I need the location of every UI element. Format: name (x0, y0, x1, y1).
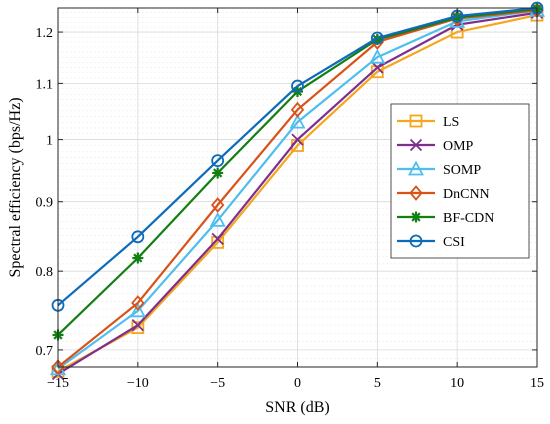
y-tick-label: 1 (46, 134, 53, 149)
legend-label: LS (443, 115, 459, 130)
legend-swatch-marker (407, 160, 425, 176)
data-point-somp (129, 302, 146, 318)
legend-label: SOMP (443, 163, 481, 178)
y-tick-label: 1.1 (36, 77, 54, 92)
data-point-bf-cdn (212, 167, 224, 179)
legend-label: OMP (443, 139, 474, 154)
x-tick-label: 5 (374, 376, 381, 391)
legend-item-dncnn: DnCNN (397, 185, 490, 202)
data-point-csi (211, 154, 225, 167)
y-tick-label: 0.8 (36, 265, 54, 280)
legend-box (390, 103, 530, 259)
legend-label: DnCNN (443, 187, 490, 202)
x-tick-label: 0 (294, 376, 301, 391)
data-point-dncnn (290, 101, 305, 118)
data-point-ls (211, 235, 225, 249)
data-point-somp (289, 113, 306, 129)
series-line-ls (57, 14, 538, 373)
series-line-csi (57, 6, 538, 307)
x-tick-label: −5 (210, 376, 225, 391)
y-tick-label: 1.2 (36, 26, 54, 41)
data-point-bf-cdn (132, 252, 144, 264)
data-point-csi (131, 230, 145, 244)
data-point-somp (209, 211, 226, 227)
data-point-csi (370, 31, 384, 45)
data-point-omp (291, 133, 304, 146)
data-point-dncnn (51, 359, 65, 375)
legend-swatch-marker (409, 234, 423, 248)
y-axis-label: Spectral efficiency (bps/Hz) (7, 97, 24, 277)
x-axis-label: SNR (dB) (265, 399, 329, 416)
data-point-csi (291, 79, 304, 93)
data-point-somp (369, 48, 386, 64)
legend-swatch-marker (409, 114, 423, 128)
legend-label: CSI (443, 235, 465, 250)
legend-item-ls: LS (397, 114, 459, 130)
data-point-bf-cdn (371, 33, 383, 45)
y-tick-label: 0.7 (36, 344, 54, 359)
data-point-omp (211, 232, 224, 246)
legend-swatch-marker (410, 211, 422, 223)
data-point-dncnn (131, 295, 145, 311)
axis-ticks: −15 −10 −5 0 5 10 15 0.7 0.8 0.9 1 1.1 1.2 (36, 8, 544, 391)
data-point-dncnn (210, 197, 225, 213)
legend-item-csi: CSI (397, 234, 465, 250)
legend-label: BF-CDN (443, 211, 494, 226)
legend-swatch-marker (409, 138, 423, 152)
series-layer (49, 1, 546, 381)
data-point-omp (131, 319, 144, 332)
legend-swatch-marker (409, 185, 423, 201)
data-point-omp (371, 61, 384, 74)
x-tick-label: 15 (530, 376, 544, 391)
legend: LS OMP SOMP DnCNN BF-CDN CSI (390, 103, 530, 259)
legend-item-bf-cdn: BF-CDN (397, 211, 494, 226)
data-point-bf-cdn (451, 12, 463, 24)
x-tick-label: −15 (47, 376, 69, 391)
x-tick-label: −10 (127, 376, 149, 391)
legend-item-somp: SOMP (397, 160, 481, 178)
x-tick-label: 10 (450, 376, 464, 391)
legend-item-omp: OMP (397, 138, 474, 154)
y-tick-label: 0.9 (36, 196, 54, 211)
